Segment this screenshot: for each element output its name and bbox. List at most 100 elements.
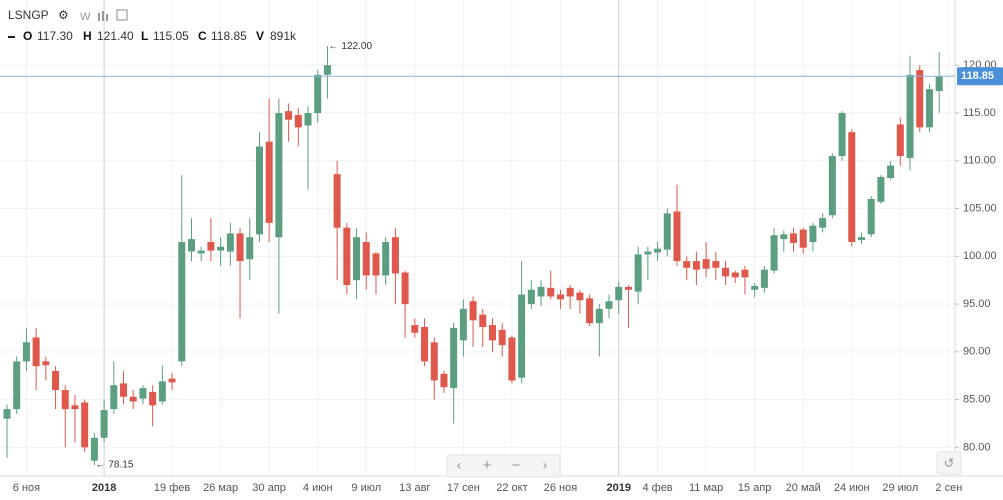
reset-icon: ↺: [944, 455, 955, 470]
compare-icon[interactable]: [116, 9, 128, 21]
candle-body: [469, 301, 477, 321]
candle-body: [527, 289, 535, 305]
x-tick-label: 24 июн: [834, 482, 870, 494]
zoom-out-button[interactable]: −: [512, 457, 521, 474]
candle-body: [71, 405, 79, 410]
candle-body: [81, 402, 89, 448]
candle-body: [489, 325, 496, 341]
candle-body: [459, 308, 467, 341]
l-label: L: [141, 29, 148, 43]
candle-body: [479, 314, 487, 327]
candle-body: [615, 286, 623, 301]
candle-body: [838, 113, 846, 157]
o-label: O: [23, 29, 32, 43]
x-tick-label: 20 май: [786, 482, 821, 494]
candle-body: [935, 76, 943, 92]
candle-body: [887, 165, 895, 178]
x-tick-label: 2 сен: [935, 482, 962, 494]
settings-icon[interactable]: ⚙: [58, 8, 69, 22]
candle-body: [790, 233, 798, 243]
l-value: 115.05: [153, 29, 189, 43]
candle-body: [518, 294, 526, 378]
x-tick-label: 9 июл: [351, 482, 381, 494]
zoom-toolbar: ‹ + − ›: [446, 454, 561, 478]
h-label: H: [83, 29, 92, 43]
bars-icon[interactable]: [98, 11, 108, 21]
candle-body: [595, 308, 603, 324]
w-icon[interactable]: W: [80, 11, 91, 23]
x-tick-label: 13 авг: [399, 482, 430, 494]
candle-body: [158, 381, 166, 402]
candle-body: [605, 301, 613, 309]
zoom-in-button[interactable]: +: [483, 457, 492, 474]
candle-body: [61, 390, 69, 410]
candle-body: [547, 287, 555, 297]
candle-body: [654, 248, 662, 253]
scroll-left-button[interactable]: ‹: [457, 457, 462, 473]
y-tick-label: 100.00: [963, 250, 997, 262]
x-tick-label: 22 окт: [496, 482, 527, 494]
candle-body: [916, 70, 924, 128]
header: LSNGP ⚙ W O 117.30 H 121.40 L 115.05 C 1…: [8, 8, 297, 43]
candle-body: [217, 246, 225, 251]
candle-body: [537, 286, 545, 297]
candle-body: [401, 272, 409, 305]
candle-body: [566, 287, 574, 297]
x-tick-label: 19 фев: [154, 482, 190, 494]
candle-body: [294, 114, 302, 128]
candle-body: [362, 241, 370, 276]
last-price-label: 118.85: [961, 70, 994, 82]
candle-body: [372, 253, 380, 276]
candle-body: [498, 329, 506, 346]
candle-body: [780, 234, 788, 240]
candle-body: [100, 410, 108, 438]
candle-body: [411, 325, 419, 333]
candle-body: [32, 337, 40, 367]
y-tick-label: 90.00: [963, 346, 991, 358]
candle-body: [304, 113, 312, 126]
plot: ← 122.00← 78.15: [0, 41, 955, 471]
candle-body: [197, 250, 205, 254]
candle-body: [110, 385, 118, 410]
y-tick-label: 115.00: [963, 107, 996, 119]
high-annotation-arrow: ←: [328, 41, 338, 52]
candle-body: [90, 437, 98, 461]
candle-body: [692, 261, 700, 270]
collapse-icon[interactable]: [8, 36, 15, 38]
candle-body: [556, 294, 564, 300]
c-value: 118.85: [211, 29, 247, 43]
x-tick-label: 4 июн: [303, 482, 333, 494]
scroll-right-button[interactable]: ›: [543, 457, 548, 473]
candle-body: [13, 361, 21, 410]
candle-body: [450, 327, 458, 389]
candle-body: [722, 267, 730, 277]
candle-body: [168, 378, 176, 383]
candle-body: [42, 361, 50, 366]
candle-body: [634, 254, 642, 292]
high-annotation: 122.00: [341, 41, 372, 52]
candle-body: [848, 132, 856, 242]
candle-body: [187, 239, 195, 252]
candle-body: [819, 218, 827, 228]
candle-body: [896, 124, 904, 157]
candle-body: [683, 261, 691, 268]
y-tick-label: 85.00: [963, 393, 991, 405]
v-label: V: [256, 29, 264, 43]
candle-body: [877, 177, 885, 202]
o-value: 117.30: [37, 29, 73, 43]
x-tick-label: 6 ноя: [13, 482, 40, 494]
candle-body: [226, 233, 234, 252]
x-tick-label: 2019: [606, 482, 630, 494]
candle-body: [586, 298, 594, 324]
candle-body: [275, 113, 283, 238]
candle-body: [333, 174, 341, 228]
candle-body: [624, 286, 632, 290]
candle-body: [760, 269, 768, 288]
low-annotation: 78.15: [108, 460, 133, 471]
candle-body: [22, 342, 30, 362]
reset-button[interactable]: [936, 451, 962, 475]
candle-body: [382, 241, 390, 276]
candle-body: [421, 326, 429, 362]
